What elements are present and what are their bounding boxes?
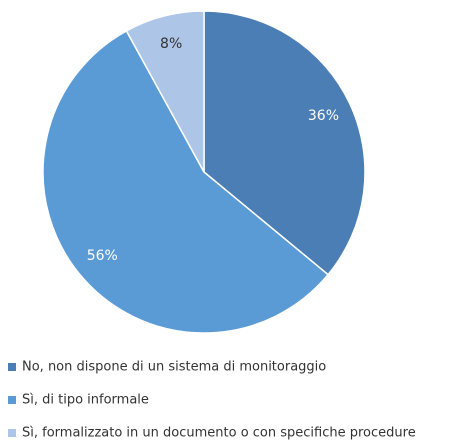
legend-label: Sì, formalizzato in un documento o con s… [22,426,416,440]
legend-label: No, non dispone di un sistema di monitor… [22,360,326,375]
legend-label: Sì, di tipo informale [22,393,149,408]
pie-slice [42,29,330,334]
pie-slice [125,10,205,173]
value-label: 56% [87,248,118,264]
legend-swatch [8,396,16,404]
value-label: 8% [160,36,182,52]
value-label: 36% [308,108,339,124]
legend-swatch [8,363,16,371]
pie-slice [203,10,366,276]
legend-swatch [8,429,16,437]
